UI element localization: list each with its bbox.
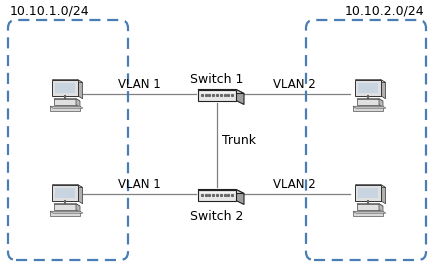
Polygon shape — [353, 211, 386, 213]
Text: VLAN 2: VLAN 2 — [273, 78, 316, 91]
Text: 10.10.1.0/24: 10.10.1.0/24 — [10, 5, 90, 18]
Polygon shape — [355, 80, 385, 83]
Text: 10.10.2.0/24: 10.10.2.0/24 — [344, 5, 424, 18]
Polygon shape — [50, 106, 80, 111]
Polygon shape — [54, 99, 80, 101]
Polygon shape — [50, 106, 83, 108]
Polygon shape — [357, 99, 383, 101]
Polygon shape — [381, 80, 385, 99]
Polygon shape — [198, 189, 244, 194]
Text: Trunk: Trunk — [222, 133, 256, 146]
Text: VLAN 1: VLAN 1 — [118, 78, 161, 91]
Polygon shape — [355, 80, 381, 96]
Polygon shape — [355, 184, 381, 201]
Polygon shape — [357, 204, 383, 206]
Polygon shape — [379, 99, 383, 107]
FancyBboxPatch shape — [54, 204, 76, 210]
Polygon shape — [76, 204, 80, 212]
Polygon shape — [381, 184, 385, 204]
Polygon shape — [358, 83, 378, 93]
Polygon shape — [78, 184, 82, 204]
Text: VLAN 2: VLAN 2 — [273, 178, 316, 191]
Polygon shape — [78, 80, 82, 99]
Polygon shape — [53, 80, 82, 83]
Polygon shape — [353, 106, 383, 111]
Polygon shape — [53, 184, 82, 187]
Polygon shape — [50, 211, 80, 216]
FancyBboxPatch shape — [357, 99, 379, 105]
Polygon shape — [236, 90, 244, 105]
Polygon shape — [76, 99, 80, 107]
FancyBboxPatch shape — [54, 99, 76, 105]
Polygon shape — [198, 90, 236, 100]
Polygon shape — [50, 211, 83, 213]
Polygon shape — [53, 80, 78, 96]
Polygon shape — [53, 184, 78, 201]
Text: Switch 1: Switch 1 — [191, 73, 243, 86]
Polygon shape — [198, 189, 236, 201]
Polygon shape — [353, 211, 383, 216]
FancyBboxPatch shape — [357, 204, 379, 210]
Polygon shape — [54, 204, 80, 206]
Text: Switch 2: Switch 2 — [191, 210, 243, 223]
Polygon shape — [56, 187, 75, 198]
Text: VLAN 1: VLAN 1 — [118, 178, 161, 191]
Polygon shape — [353, 106, 386, 108]
Polygon shape — [379, 204, 383, 212]
Polygon shape — [355, 184, 385, 187]
Polygon shape — [56, 83, 75, 93]
Polygon shape — [198, 90, 244, 93]
Polygon shape — [358, 187, 378, 198]
Polygon shape — [236, 189, 244, 205]
